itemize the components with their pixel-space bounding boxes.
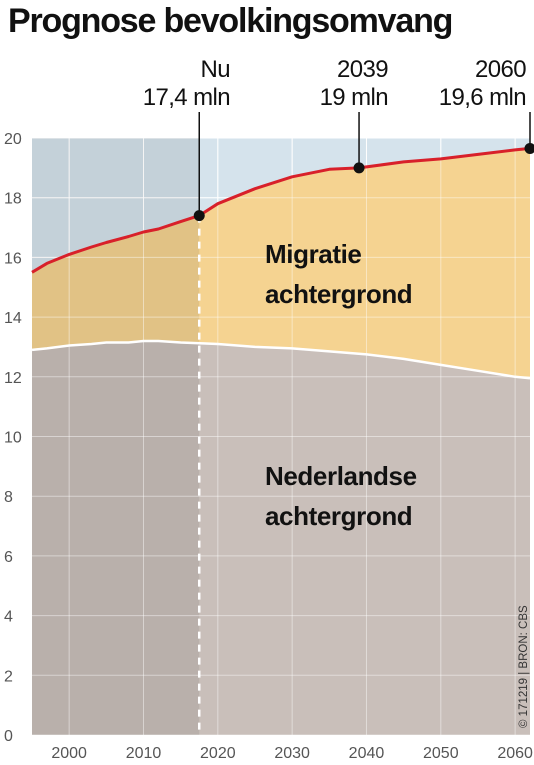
region-label-nederlandse-line2: achtergrond: [265, 501, 412, 531]
annotation-label-1-line1: 2039: [337, 56, 388, 83]
y-tick-label-14: 14: [4, 310, 22, 327]
y-tick-label-20: 20: [4, 131, 22, 148]
y-tick-label-4: 4: [4, 609, 13, 626]
region-label-nederlandse-line1: Nederlandse: [265, 461, 417, 491]
y-tick-label-0: 0: [4, 728, 13, 745]
region-label-migratie-line1: Migratie: [265, 239, 361, 269]
nederlandse-area: [32, 341, 530, 735]
y-axis: 0 2 4 6 8 10 12 14 16 18 20: [4, 131, 22, 745]
region-label-migratie-line2: achtergrond: [265, 279, 412, 309]
chart-title: Prognose bevolkingsomvang: [8, 2, 453, 40]
nederlandse-line: [31, 339, 531, 380]
y-tick-label-12: 12: [4, 370, 22, 387]
x-tick-label-2000: 2000: [51, 745, 87, 762]
x-tick-label-2040: 2040: [349, 745, 385, 762]
x-axis: 2000 2010 2020 2030 2040 2050 2060: [51, 745, 533, 762]
x-tick-label-2020: 2020: [200, 745, 236, 762]
annotation-dot-0: [193, 210, 205, 222]
y-tick-label-2: 2: [4, 668, 13, 685]
y-tick-label-6: 6: [4, 549, 13, 566]
y-tick-label-8: 8: [4, 489, 13, 506]
past-shade: [32, 138, 200, 735]
y-tick-label-16: 16: [4, 250, 22, 267]
annotation-dot-2: [524, 142, 534, 154]
annotation-dot-1: [353, 162, 365, 174]
annotation-label-0-line2: 17,4 mln: [143, 84, 230, 111]
x-tick-label-2060: 2060: [497, 745, 533, 762]
annotation-label-0-line1: Nu: [201, 56, 230, 83]
x-tick-label-2050: 2050: [423, 745, 459, 762]
annotation-label-2-line1: 2060: [475, 56, 526, 83]
grid-overlay: [32, 137, 530, 736]
total-line: [31, 146, 531, 274]
x-tick-label-2030: 2030: [274, 745, 310, 762]
y-tick-label-10: 10: [4, 430, 22, 447]
annotation-label-2-line2: 19,6 mln: [439, 84, 526, 111]
y-tick-label-18: 18: [4, 191, 22, 208]
annotation-label-1-line2: 19 mln: [320, 84, 388, 111]
credit: © 171219 | BRON: CBS: [518, 605, 530, 728]
x-tick-label-2010: 2010: [126, 745, 162, 762]
